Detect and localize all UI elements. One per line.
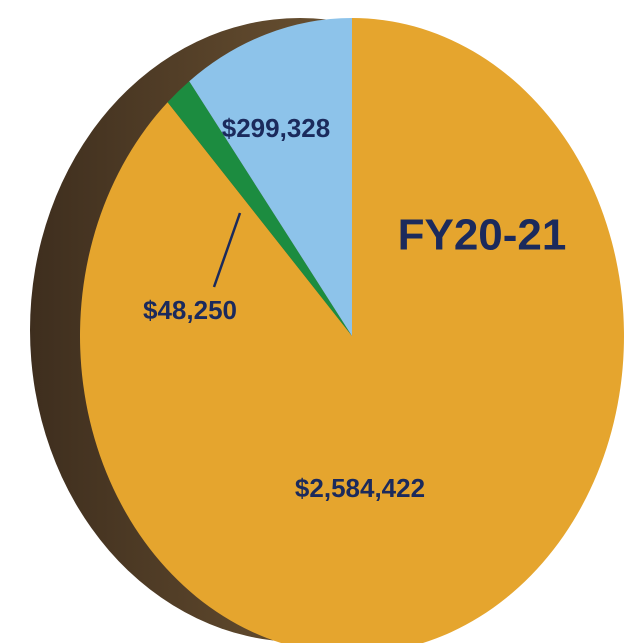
data-label: $2,584,422 <box>295 473 425 503</box>
pie-slice <box>167 81 352 336</box>
data-label: $299,328 <box>222 113 330 143</box>
leader-line <box>212 212 242 288</box>
data-label: $48,250 <box>143 295 237 325</box>
pie-slice <box>189 17 352 336</box>
chart-title: FY20-21 <box>398 211 567 260</box>
